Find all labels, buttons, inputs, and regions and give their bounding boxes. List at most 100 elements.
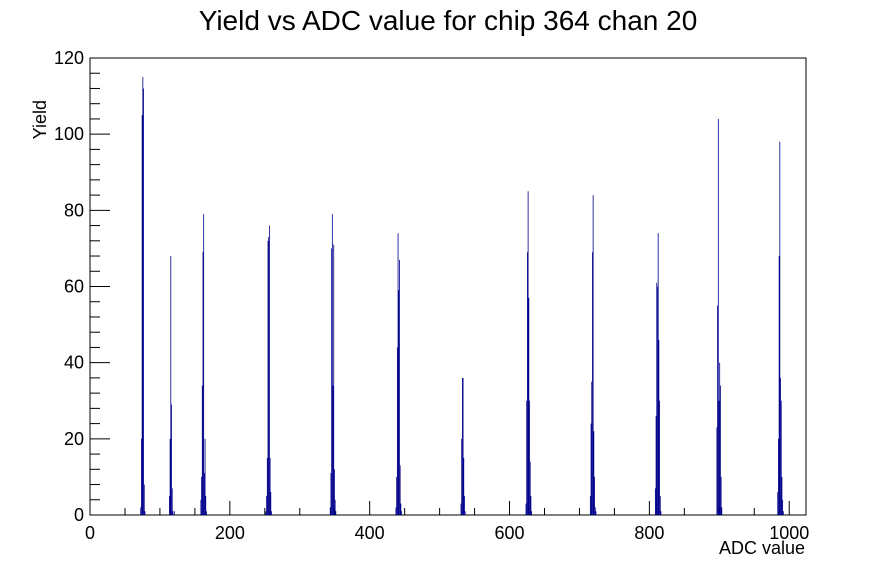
- histogram-bin: [268, 236, 270, 515]
- histogram-bin: [270, 492, 272, 515]
- histogram-bin: [398, 290, 400, 515]
- histogram-bin: [269, 457, 271, 515]
- y-axis-label: Yield: [30, 100, 50, 139]
- histogram-bin: [595, 511, 597, 515]
- x-tick-label: 400: [355, 523, 385, 543]
- histogram-bin: [201, 476, 202, 515]
- histogram-bin: [172, 511, 174, 515]
- histogram-bin: [203, 214, 205, 515]
- chart-title: Yield vs ADC value for chip 364 chan 20: [199, 5, 698, 36]
- histogram-bin: [721, 507, 723, 515]
- histogram-bin: [782, 511, 784, 515]
- histogram-bin: [271, 511, 272, 515]
- histogram-bin: [659, 495, 661, 515]
- histogram-bin: [269, 225, 270, 516]
- histogram-bin: [144, 511, 146, 515]
- histogram-bin: [200, 499, 202, 515]
- x-tick-label: 600: [495, 523, 525, 543]
- histogram-bin: [202, 252, 204, 515]
- histogram-bin: [525, 503, 527, 515]
- histogram-bin: [173, 511, 175, 515]
- histogram-bin: [396, 476, 398, 515]
- histogram-bin: [719, 385, 721, 515]
- x-tick-label: 200: [215, 523, 245, 543]
- histogram-bin: [529, 400, 530, 515]
- histogram-bin: [780, 377, 781, 515]
- histogram-bin: [266, 457, 268, 515]
- histogram-bin: [658, 339, 660, 515]
- y-tick-label: 20: [64, 429, 84, 449]
- y-tick-label: 60: [64, 277, 84, 297]
- histogram-bars: [140, 77, 784, 516]
- histogram-bin: [143, 484, 145, 515]
- histogram-bin: [594, 476, 595, 515]
- histogram-bin: [141, 438, 142, 515]
- y-tick-label: 100: [54, 124, 84, 144]
- histogram-bin: [143, 88, 144, 515]
- histogram-bin: [400, 503, 402, 515]
- y-tick-label: 40: [64, 353, 84, 373]
- histogram-bin: [396, 347, 398, 515]
- histogram-bin: [657, 233, 659, 515]
- histogram-bin: [330, 473, 332, 515]
- histogram-bin: [460, 503, 462, 515]
- x-tick-label: 800: [634, 523, 664, 543]
- x-tick-labels: 0 200 400 600 800 1000: [85, 523, 809, 543]
- histogram-bin: [590, 423, 592, 515]
- histogram-bin: [718, 400, 720, 515]
- histogram-bin: [399, 465, 401, 515]
- histogram-bin: [171, 404, 172, 515]
- histogram-bin: [527, 252, 528, 515]
- histogram-bin: [399, 259, 400, 515]
- histogram-bin: [778, 256, 780, 515]
- histogram-bin: [266, 495, 268, 515]
- histogram-bin: [660, 511, 662, 515]
- histogram-bin: [720, 476, 722, 515]
- histogram-bin: [206, 511, 207, 515]
- histogram-bin: [593, 431, 595, 515]
- histogram-bin: [169, 495, 170, 515]
- histogram-bin: [526, 400, 528, 515]
- histogram-bin: [779, 141, 781, 516]
- histogram-bin: [331, 214, 333, 515]
- histogram-bin: [529, 461, 531, 515]
- histogram-bin: [141, 115, 143, 515]
- histogram-bin: [205, 495, 207, 515]
- histogram-bin: [462, 377, 464, 515]
- histogram-bin: [717, 305, 718, 515]
- histogram-bin: [170, 256, 172, 515]
- histogram-bin: [592, 195, 594, 515]
- y-tick-label: 0: [74, 505, 84, 525]
- histogram-bin: [781, 476, 783, 515]
- histogram-bin: [395, 507, 397, 515]
- histogram-bin: [265, 511, 267, 515]
- histogram-bin: [334, 499, 336, 515]
- histogram-bin: [528, 297, 530, 515]
- histogram-bin: [657, 286, 658, 515]
- histogram-bin: [169, 438, 171, 515]
- plot-frame: [89, 57, 807, 516]
- histogram-bin: [655, 415, 657, 515]
- histogram-bin: [461, 377, 463, 515]
- histogram-bin: [201, 385, 203, 515]
- histogram-bin: [589, 495, 591, 515]
- histogram-bin: [527, 191, 529, 515]
- histogram-bin: [204, 438, 206, 515]
- histogram-bin: [203, 473, 205, 515]
- histogram-bin: [140, 507, 142, 515]
- histogram-bin: [329, 507, 331, 515]
- histogram-bin: [530, 495, 532, 515]
- histogram-bin: [780, 400, 782, 515]
- histogram-bin: [594, 507, 596, 515]
- histogram-bin: [401, 511, 402, 515]
- histogram-bin: [592, 252, 593, 515]
- histogram-bin: [777, 492, 779, 515]
- histogram-bin: [782, 499, 784, 515]
- histogram-bin: [267, 240, 269, 516]
- histogram-bin: [397, 233, 399, 515]
- histogram-bin: [716, 427, 718, 515]
- histogram-bin: [333, 244, 335, 515]
- axis-ticks: [89, 57, 790, 516]
- histogram-bin: [334, 469, 335, 515]
